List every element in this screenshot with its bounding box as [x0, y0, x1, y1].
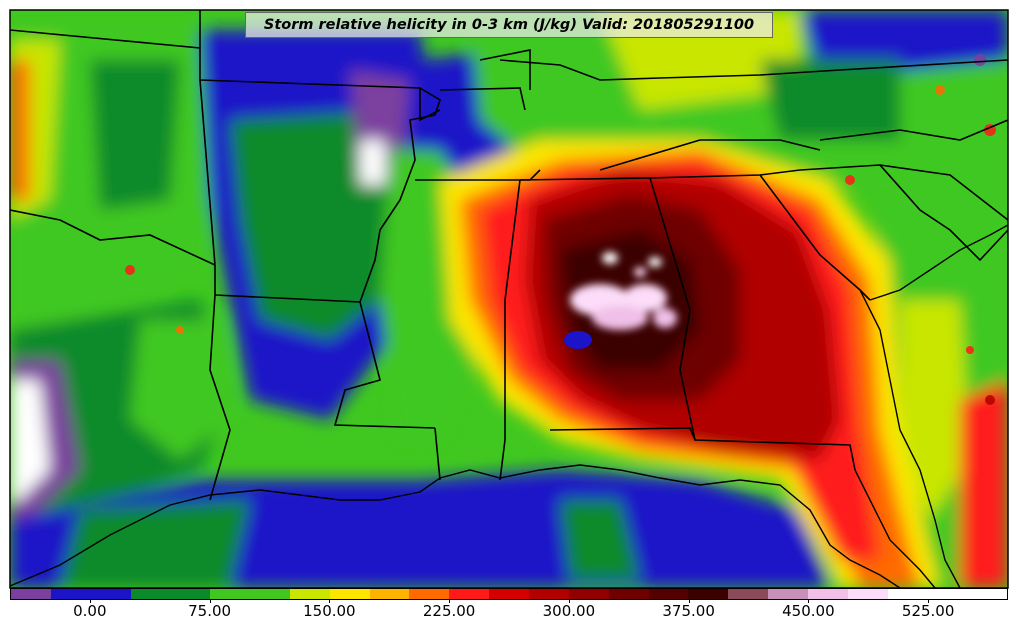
helicity-field — [10, 10, 1008, 588]
colorbar-segment — [648, 589, 689, 599]
state-boundaries — [10, 10, 1008, 501]
colorbar-tick-mark — [449, 600, 451, 603]
colorbar-segment — [90, 589, 131, 599]
colorbar-segment — [847, 589, 888, 599]
colorbar-tick-mark — [209, 600, 211, 603]
colorbar-segment — [130, 589, 171, 599]
colorbar-segment — [608, 589, 649, 599]
colorbar-segment — [568, 589, 609, 599]
colorbar-segment — [329, 589, 370, 599]
colorbar-segment — [927, 589, 968, 599]
colorbar-tick-mark — [808, 600, 810, 603]
colorbar-segment — [528, 589, 569, 599]
colorbar-segment — [250, 589, 290, 599]
map-title: Storm relative helicity in 0-3 km (J/kg)… — [263, 17, 755, 33]
colorbar-tick-mark — [568, 600, 570, 603]
map-title-box: Storm relative helicity in 0-3 km (J/kg)… — [245, 12, 773, 38]
colorbar-segment — [887, 589, 928, 599]
colorbar-segment — [369, 589, 410, 599]
colorbar-segment — [489, 589, 529, 599]
colorbar-segment — [449, 589, 490, 599]
colorbar-tick-label: 225.00 — [422, 602, 476, 620]
colorbar-tick-mark — [89, 600, 91, 603]
colorbar-segment — [289, 589, 330, 599]
colorbar-tick-label: 450.00 — [782, 602, 835, 620]
colorbar-tick-label: 300.00 — [542, 602, 596, 620]
colorbar-segment — [728, 589, 769, 599]
colorbar-segment — [409, 589, 450, 599]
colorbar — [10, 588, 1008, 600]
colorbar-segment — [170, 589, 211, 599]
colorbar-segment — [768, 589, 808, 599]
colorbar-segment — [807, 589, 848, 599]
colorbar-tick-label: 0.00 — [73, 602, 107, 620]
colorbar-tick-label: 75.00 — [188, 602, 232, 620]
colorbar-tick-label: 525.00 — [901, 602, 955, 620]
coastline — [10, 224, 1008, 588]
colorbar-segment — [210, 589, 251, 599]
colorbar-tick-mark — [688, 600, 690, 603]
colorbar-tick-mark — [928, 600, 930, 603]
colorbar-segment — [967, 589, 1008, 599]
colorbar-segment — [688, 589, 729, 599]
colorbar-segment — [50, 589, 91, 599]
colorbar-segment — [11, 589, 51, 599]
colorbar-tick-mark — [329, 600, 331, 603]
colorbar-tick-label: 150.00 — [303, 602, 356, 620]
colorbar-tick-label: 375.00 — [662, 602, 715, 620]
